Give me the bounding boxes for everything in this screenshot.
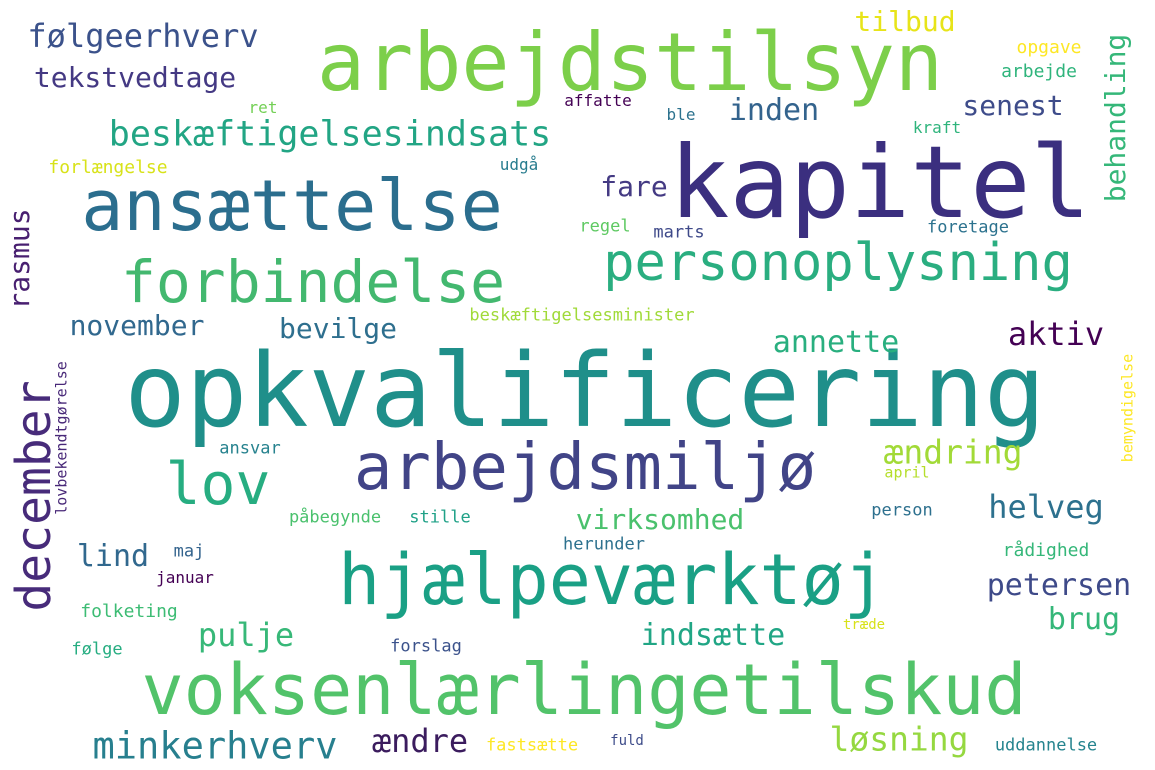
word-forlaengelse: forlængelse — [48, 157, 168, 178]
word-aendre: ændre — [371, 722, 469, 760]
word-traede: træde — [842, 617, 886, 633]
word-bevilge: bevilge — [278, 312, 398, 345]
word-hjaelpevaerktoej: hjælpeværktøj — [338, 539, 886, 621]
word-opgave: opgave — [1016, 37, 1082, 58]
word-kapitel: kapitel — [669, 124, 1091, 241]
word-folketing: folketing — [80, 601, 178, 622]
word-april: april — [884, 463, 930, 482]
word-foretage: foretage — [927, 217, 1009, 238]
word-virksomhed: virksomhed — [575, 503, 745, 536]
word-aendring: ændring — [883, 432, 1023, 472]
word-affatte: affatte — [564, 91, 632, 110]
word-foelgeerhverv: følgeerhverv — [27, 17, 259, 55]
word-helveg: helveg — [988, 488, 1104, 526]
word-forbindelse: forbindelse — [120, 248, 506, 316]
word-ansvar: ansvar — [219, 438, 281, 459]
word-november: november — [69, 309, 205, 342]
word-beskaeftigelsesminister: beskæftigelsesminister — [469, 305, 695, 326]
word-paabegynde: påbegynde — [288, 507, 382, 528]
word-regel: regel — [579, 216, 631, 237]
word-uddannelse: uddannelse — [994, 735, 1098, 756]
word-marts: marts — [653, 222, 705, 243]
word-lov: lov — [165, 450, 271, 518]
word-arbejdsmiljoe: arbejdsmiljø — [353, 431, 817, 505]
word-herunder: herunder — [563, 534, 645, 555]
word-minkerhverv: minkerhverv — [92, 724, 338, 768]
word-pulje: pulje — [197, 616, 295, 654]
word-ret: ret — [248, 98, 278, 117]
word-indsaette: indsætte — [640, 618, 786, 653]
word-udgaa: udgå — [499, 155, 539, 174]
word-arbejdstilsyn: arbejdstilsyn — [316, 16, 944, 109]
word-arbejde: arbejde — [1001, 61, 1077, 82]
word-forslag: forslag — [390, 636, 462, 657]
word-personoplysning: personoplysning — [603, 233, 1073, 293]
word-fuld: fuld — [610, 733, 644, 749]
word-december: december — [6, 380, 62, 612]
word-januar: januar — [156, 568, 214, 587]
word-senest: senest — [962, 89, 1064, 122]
word-beskaeftigelsesindsats: beskæftigelsesindsats — [108, 114, 552, 155]
word-ansaettelse: ansættelse — [81, 165, 503, 247]
word-maj: maj — [173, 541, 205, 562]
word-rasmus: rasmus — [3, 208, 36, 310]
word-fastsaette: fastsætte — [485, 735, 579, 756]
word-foelge: følge — [71, 639, 123, 660]
word-annette: annette — [772, 325, 900, 360]
word-loesning: løsning — [829, 719, 969, 759]
word-lovbekendtgoerelse: lovbekendtgørelse — [52, 361, 71, 515]
word-voksenlaerlingetilskud: voksenlærlingetilskud — [141, 649, 1027, 731]
word-kraft: kraft — [912, 118, 962, 137]
word-raadighed: rådighed — [1002, 540, 1090, 561]
word-tekstvedtage: tekstvedtage — [33, 61, 237, 94]
word-ble: ble — [666, 105, 696, 124]
word-tilbud: tilbud — [854, 5, 956, 38]
word-brug: brug — [1047, 602, 1121, 637]
word-person: person — [871, 500, 933, 521]
word-behandling: behandling — [1099, 33, 1132, 203]
word-bemyndigelse: bemyndigelse — [1118, 353, 1137, 463]
word-opkvalificering: opkvalificering — [124, 332, 1046, 451]
word-aktiv: aktiv — [1007, 315, 1105, 353]
word-petersen: petersen — [986, 568, 1132, 603]
word-fare: fare — [600, 170, 668, 203]
word-stille: stille — [409, 507, 471, 528]
word-inden: inden — [728, 93, 820, 128]
word-lind: lind — [76, 539, 150, 574]
